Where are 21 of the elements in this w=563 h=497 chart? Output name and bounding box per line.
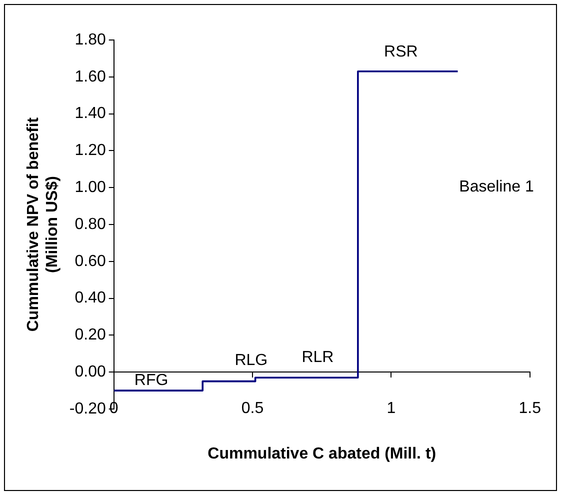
annotation: RFG — [134, 372, 168, 390]
y-tick-label: 1.00 — [74, 179, 106, 196]
x-axis-title: Cummulative C abated (Mill. t) — [208, 445, 436, 462]
annotation: RLG — [234, 352, 268, 369]
y-axis-title: Cummulative NPV of benefit (Million US$) — [25, 116, 62, 332]
y-tick-label: 0.20 — [74, 326, 106, 344]
y-tick-label: 0.40 — [74, 290, 106, 307]
y-tick-label: 1.80 — [74, 31, 106, 48]
y-tick-label: 0.00 — [74, 364, 106, 381]
y-tick-label: 1.40 — [74, 105, 106, 122]
y-tick-label: 0.60 — [74, 252, 106, 270]
x-tick-label: 1.5 — [518, 400, 542, 418]
y-tick-label: 1.20 — [74, 142, 106, 160]
annotation: Baseline 1 — [459, 178, 534, 196]
y-tick-label: 1.60 — [74, 68, 106, 86]
annotation: RLR — [302, 349, 334, 366]
y-tick-label: -0.20 — [69, 400, 106, 418]
annotation: RSR — [384, 44, 418, 61]
x-tick-label: 1 — [386, 400, 396, 418]
y-tick-label: 0.80 — [74, 216, 106, 233]
x-tick-label: 0.5 — [241, 400, 264, 418]
